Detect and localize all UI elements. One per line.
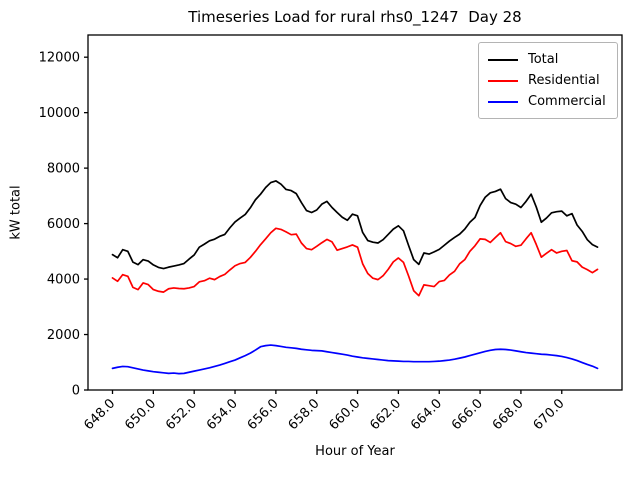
y-tick-label: 10000 [39, 106, 80, 121]
legend-label-residential: Residential [528, 73, 600, 88]
series-line-commercial [111, 344, 599, 375]
legend: Total Residential Commercial [478, 42, 618, 119]
x-tick-label: 668.0 [490, 396, 527, 433]
x-tick-label: 660.0 [326, 396, 363, 433]
x-tick-label: 658.0 [286, 396, 323, 433]
y-axis-label: kW total [8, 185, 24, 240]
legend-label-commercial: Commercial [528, 94, 606, 109]
residential-line-swatch [488, 79, 518, 82]
x-tick-label: 656.0 [245, 396, 282, 433]
x-tick-label: 648.0 [81, 396, 118, 433]
legend-entry-residential: Residential [488, 70, 609, 91]
y-tick-label: 6000 [47, 217, 80, 232]
series-line-total [111, 180, 599, 270]
total-line-swatch [488, 58, 518, 61]
legend-entry-commercial: Commercial [488, 91, 609, 112]
x-axis-label: Hour of Year [315, 444, 395, 459]
y-tick-label: 4000 [47, 273, 80, 288]
legend-label-total: Total [528, 52, 559, 67]
x-tick-label: 650.0 [122, 396, 159, 433]
y-tick-label: 12000 [39, 51, 80, 66]
chart-title: Timeseries Load for rural rhs0_1247 Day … [188, 8, 522, 26]
x-tick-label: 662.0 [367, 396, 404, 433]
x-tick-label: 670.0 [531, 396, 568, 433]
y-tick-label: 8000 [47, 162, 80, 177]
x-tick-label: 664.0 [408, 396, 445, 433]
x-tick-label: 654.0 [204, 396, 241, 433]
commercial-line-swatch [488, 100, 518, 103]
y-tick-label: 0 [72, 384, 80, 399]
x-tick-label: 666.0 [449, 396, 486, 433]
legend-entry-total: Total [488, 49, 609, 70]
y-tick-label: 2000 [47, 328, 80, 343]
x-tick-label: 652.0 [163, 396, 200, 433]
axes-frame [87, 34, 623, 391]
series-line-residential [111, 227, 599, 297]
